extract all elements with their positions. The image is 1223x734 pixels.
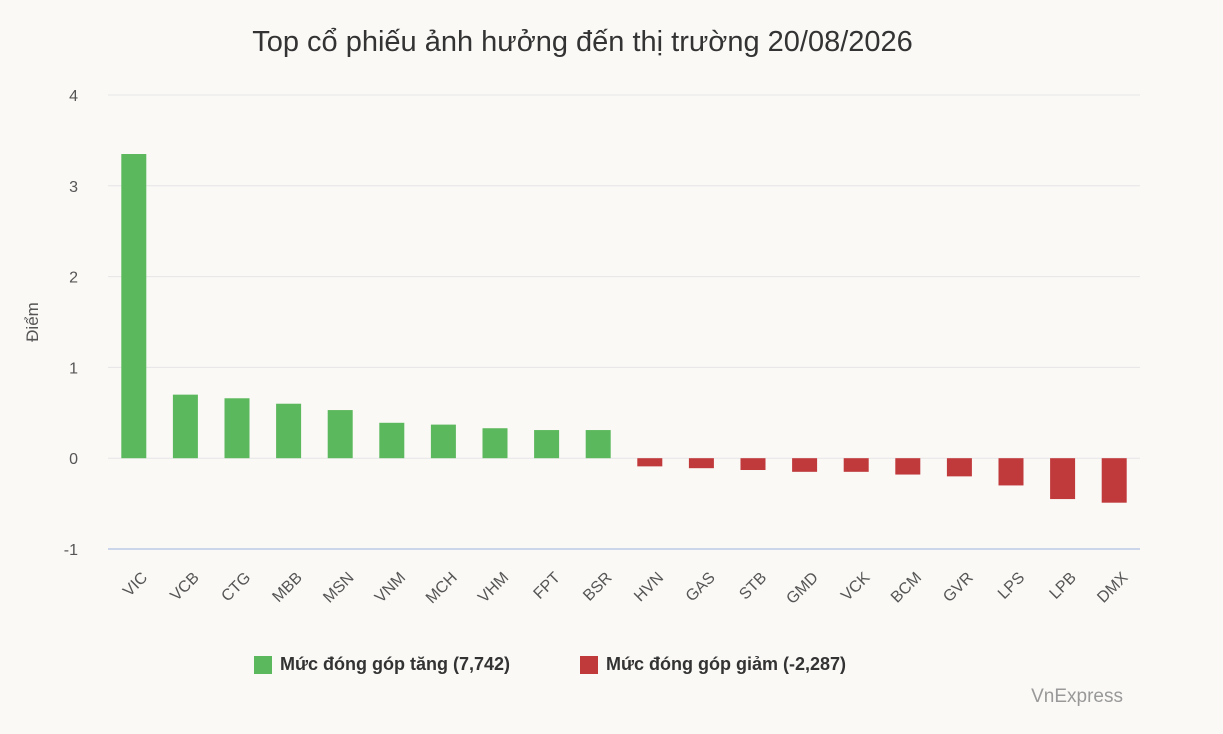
bar-mbb[interactable] [276,403,302,459]
x-tick-label: GAS [683,569,719,605]
y-tick-labels: 4 3 2 1 0 -1 [64,88,78,559]
x-tick-label: GMD [783,569,821,607]
x-tick-label: CTG [218,569,254,605]
legend-swatch-decrease [580,655,598,674]
bar-vnm[interactable] [379,422,405,459]
bar-bsr[interactable] [585,430,611,459]
bar-gmd[interactable] [792,458,818,472]
x-tick-label: BCM [888,569,925,606]
credit-text: VnExpress [1031,686,1123,707]
x-tick-label: BSR [580,569,615,604]
x-tick-label: FPT [531,569,565,603]
bar-vhm[interactable] [482,428,508,459]
bar-vic[interactable] [121,154,147,459]
bar-bcm[interactable] [895,458,921,475]
bar-vck[interactable] [843,458,869,472]
legend-swatch-increase [253,655,272,674]
x-tick-label: DMX [1094,569,1131,606]
bar-mch[interactable] [430,424,456,459]
x-tick-label: STB [736,569,770,603]
y-tick-label: 4 [69,88,78,105]
x-tick-label: GVR [940,569,977,606]
y-tick-label: 1 [69,360,78,377]
y-tick-label: 0 [69,451,78,468]
y-tick-label: -1 [64,542,78,559]
x-tick-labels: VIC VCB CTG MBB MSN VNM MCH VHM FPT BSR HVN GAS STB G… [120,569,1132,608]
bar-gvr[interactable] [946,458,972,477]
bar-lpb[interactable] [1050,458,1076,500]
x-tick-label: VCB [167,569,202,604]
legend-label-increase: Mức đóng góp tăng (7,742) [279,654,510,674]
legend-item-decrease[interactable]: Mức đóng góp giảm (-2,287) [580,654,846,675]
bar-ctg[interactable] [224,398,250,459]
bar-dmx[interactable] [1101,458,1127,503]
bar-fpt[interactable] [534,430,560,459]
bar-gas[interactable] [688,458,714,469]
grid-lines [108,94,1140,550]
bar-stb[interactable] [740,458,766,471]
x-tick-label: VCK [838,569,874,605]
bar-lps[interactable] [998,458,1024,486]
x-tick-label: MCH [423,569,461,607]
y-tick-label: 3 [69,179,78,196]
bar-vcb[interactable] [172,394,198,459]
bars [121,154,1127,503]
x-tick-label: MBB [269,569,306,606]
chart-title: Top cổ phiếu ảnh hưởng đến thị trường 20… [252,26,913,58]
bar-msn[interactable] [327,410,353,459]
x-tick-label: LPB [1047,569,1080,602]
x-tick-label: LPS [995,569,1028,602]
x-tick-label: VIC [120,569,151,600]
x-tick-label: VNM [372,569,409,606]
x-tick-label: HVN [631,569,667,605]
x-tick-label: VHM [475,569,512,606]
legend-label-decrease: Mức đóng góp giảm (-2,287) [606,654,847,674]
y-axis-label: Điểm [23,302,42,342]
legend: Mức đóng góp tăng (7,742) Mức đóng góp g… [0,654,1100,675]
x-tick-label: MSN [320,569,357,606]
legend-item-increase[interactable]: Mức đóng góp tăng (7,742) [253,654,510,675]
y-tick-label: 2 [69,270,78,287]
bar-hvn[interactable] [637,458,663,467]
